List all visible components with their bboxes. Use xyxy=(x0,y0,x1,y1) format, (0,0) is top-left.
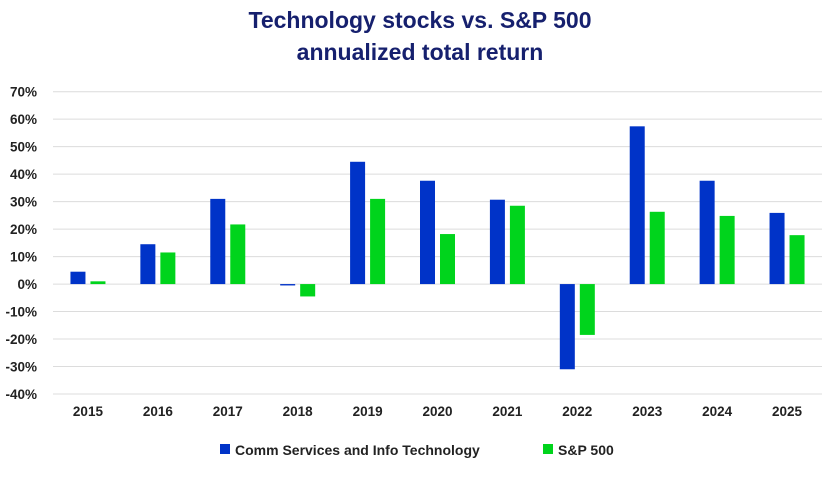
y-tick-label: -20% xyxy=(5,332,37,347)
y-tick-label: 10% xyxy=(10,250,37,265)
y-tick-label: 0% xyxy=(17,277,37,292)
bar-sp500-2018 xyxy=(300,284,316,297)
bar-sp500-2015 xyxy=(90,281,106,285)
chart-title-line-1: Technology stocks vs. S&P 500 xyxy=(248,7,591,33)
y-tick-label: 60% xyxy=(10,112,37,127)
y-tick-label: 20% xyxy=(10,222,37,237)
bar-tech-2016 xyxy=(140,244,156,285)
bar-tech-2017 xyxy=(210,198,226,285)
bar-tech-2018 xyxy=(280,284,296,286)
bar-tech-2021 xyxy=(489,199,505,285)
bar-tech-2023 xyxy=(629,126,645,285)
x-tick-label: 2020 xyxy=(422,404,452,419)
bar-sp500-2025 xyxy=(789,235,805,285)
legend-label-tech: Comm Services and Info Technology xyxy=(235,442,480,458)
y-tick-label: -10% xyxy=(5,305,37,320)
x-tick-label: 2017 xyxy=(213,404,243,419)
x-tick-label: 2024 xyxy=(702,404,733,419)
x-tick-label: 2025 xyxy=(772,404,803,419)
bar-tech-2019 xyxy=(350,161,366,285)
bar-sp500-2024 xyxy=(719,215,735,285)
bar-tech-2020 xyxy=(420,180,435,285)
y-tick-label: 70% xyxy=(10,85,37,100)
bar-sp500-2017 xyxy=(230,224,246,285)
legend: Comm Services and Info Technology S&P 50… xyxy=(220,442,614,458)
bar-sp500-2021 xyxy=(509,205,525,285)
bar-sp500-2023 xyxy=(649,211,665,285)
chart-title-line-2: annualized total return xyxy=(297,39,544,65)
x-tick-label: 2023 xyxy=(632,404,663,419)
bar-tech-2015 xyxy=(70,271,86,285)
x-tick-label: 2022 xyxy=(562,404,592,419)
bar-sp500-2022 xyxy=(579,284,595,335)
y-tick-label: 40% xyxy=(10,167,37,182)
legend-swatch-sp500 xyxy=(543,444,553,454)
y-tick-label: 30% xyxy=(10,195,37,210)
legend-swatch-tech xyxy=(220,444,230,454)
x-tick-label: 2016 xyxy=(143,404,174,419)
bar-tech-2024 xyxy=(699,180,715,285)
x-tick-label: 2015 xyxy=(73,404,104,419)
y-tick-label: -30% xyxy=(5,360,37,375)
bar-tech-2025 xyxy=(769,212,785,285)
x-tick-label: 2021 xyxy=(492,404,523,419)
y-tick-label: -40% xyxy=(5,387,37,402)
x-tick-label: 2018 xyxy=(283,404,314,419)
legend-label-sp500: S&P 500 xyxy=(558,442,614,458)
x-tick-label: 2019 xyxy=(353,404,383,419)
y-tick-label: 50% xyxy=(10,140,37,155)
bar-sp500-2016 xyxy=(160,252,176,285)
bar-sp500-2020 xyxy=(440,234,455,285)
bar-sp500-2019 xyxy=(370,198,386,285)
bar-tech-2022 xyxy=(559,284,575,370)
